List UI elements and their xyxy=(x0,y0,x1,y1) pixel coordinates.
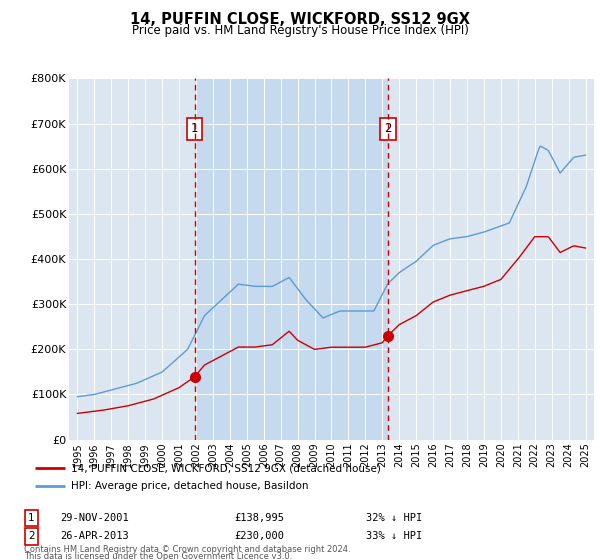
Text: 33% ↓ HPI: 33% ↓ HPI xyxy=(366,531,422,542)
Text: 1: 1 xyxy=(28,513,35,523)
Text: 1: 1 xyxy=(191,123,199,136)
Text: HPI: Average price, detached house, Basildon: HPI: Average price, detached house, Basi… xyxy=(71,482,308,492)
Text: 2: 2 xyxy=(28,531,35,542)
Text: 2: 2 xyxy=(384,123,391,136)
Text: £230,000: £230,000 xyxy=(234,531,284,542)
Text: Price paid vs. HM Land Registry's House Price Index (HPI): Price paid vs. HM Land Registry's House … xyxy=(131,24,469,38)
Text: 29-NOV-2001: 29-NOV-2001 xyxy=(60,513,129,523)
Text: This data is licensed under the Open Government Licence v3.0.: This data is licensed under the Open Gov… xyxy=(24,552,292,560)
Text: Contains HM Land Registry data © Crown copyright and database right 2024.: Contains HM Land Registry data © Crown c… xyxy=(24,545,350,554)
Text: 32% ↓ HPI: 32% ↓ HPI xyxy=(366,513,422,523)
Bar xyxy=(194,78,388,440)
Text: 14, PUFFIN CLOSE, WICKFORD, SS12 9GX: 14, PUFFIN CLOSE, WICKFORD, SS12 9GX xyxy=(130,12,470,27)
Text: 26-APR-2013: 26-APR-2013 xyxy=(60,531,129,542)
Text: £138,995: £138,995 xyxy=(234,513,284,523)
Text: 14, PUFFIN CLOSE, WICKFORD, SS12 9GX (detached house): 14, PUFFIN CLOSE, WICKFORD, SS12 9GX (de… xyxy=(71,463,381,473)
